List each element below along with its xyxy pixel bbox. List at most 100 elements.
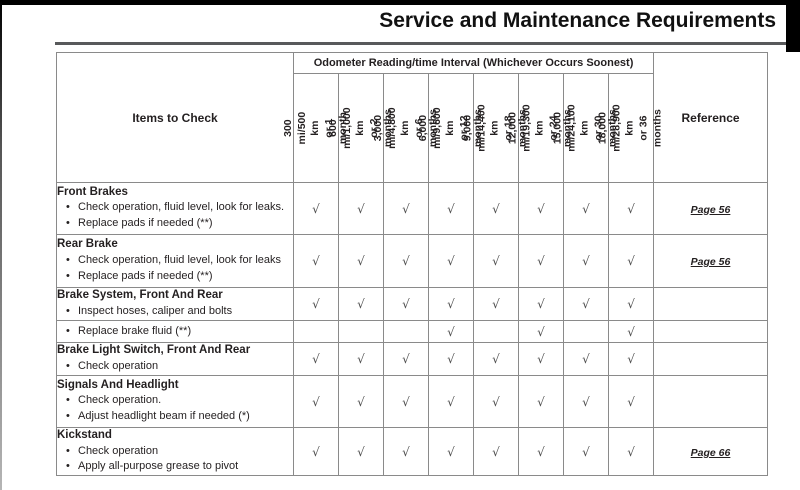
check-cell: √ [383,375,429,428]
check-cell: √ [473,287,519,321]
check-cell: √ [518,320,564,343]
check-cell: √ [518,287,564,321]
check-cell: √ [428,342,474,376]
title-rule [55,42,786,45]
check-cell: √ [607,234,655,288]
row-title: Front Brakes [57,185,128,198]
bullet-icon [66,304,78,320]
check-cell: √ [428,287,474,321]
reference-header: Reference [653,52,768,183]
reference-cell: Page 56 [653,182,768,235]
check-cell: √ [607,320,655,343]
bullet-icon [66,253,78,269]
bullet-item: Inspect hoses, caliper and bolts [57,304,293,320]
check-cell: √ [383,234,429,288]
interval-column-header: 300 mi/500 km or 1 month [282,73,348,183]
check-cell: √ [473,375,519,428]
check-cell: √ [293,182,339,235]
check-cell: √ [383,426,429,477]
check-cell: √ [518,342,564,376]
bullet-item: Replace pads if needed (**) [57,216,293,232]
bullet-item: Adjust headlight beam if needed (*) [57,409,293,425]
bullet-item: Replace brake fluid (**) [57,324,293,340]
check-cell: √ [383,182,429,235]
scan-corner-edge [786,0,800,52]
table-row-brake-light-switch: Brake Light Switch, Front And Rear Check… [56,342,768,376]
interval-column-header: 15,000 mi/24,100 km or 30 months [552,73,618,183]
row-title: Kickstand [57,429,112,441]
reference-cell [653,342,768,376]
check-cell: √ [428,182,474,235]
items-to-check-header: Items to Check [56,52,294,183]
maintenance-table: Items to Check Odometer Reading/time Int… [56,52,768,477]
bullet-icon [66,200,78,216]
check-cell: √ [338,182,384,235]
check-cell: √ [518,426,564,477]
bullet-item: Apply all-purpose grease to pivot [57,459,293,475]
bullet-icon [66,393,78,409]
check-cell [383,320,429,343]
bullet-icon [66,269,78,285]
check-cell: √ [563,287,609,321]
bullet-item: Check operation, fluid level, look for l… [57,253,293,269]
bullet-icon [66,324,78,340]
check-cell: √ [518,234,564,288]
page-title: Service and Maintenance Requirements [379,9,776,32]
bullet-item: Check operation [57,444,293,460]
bullet-item: Check operation, fluid level, look for l… [57,200,293,216]
check-cell: √ [473,426,519,477]
check-cell: √ [293,426,339,477]
check-cell: √ [563,182,609,235]
check-cell: √ [473,234,519,288]
reference-link[interactable]: Page 56 [690,256,731,268]
check-cell: √ [338,375,384,428]
reference-cell: Page 66 [653,426,768,477]
check-cell: √ [338,234,384,288]
table-row-signals-headlight: Signals And Headlight Check operation. A… [56,375,768,428]
reference-cell [653,287,768,321]
check-cell [473,320,519,343]
bullet-icon [66,409,78,425]
check-cell: √ [563,426,609,477]
row-title: Brake System, Front And Rear [57,289,223,302]
check-cell: √ [473,342,519,376]
bullet-icon [66,216,78,232]
table-row-brake-system: Brake System, Front And Rear Inspect hos… [56,287,768,321]
bullet-icon [66,459,78,475]
interval-column-header: 18,000 mi/28,900 km or 36 months [597,73,663,183]
row-title: Brake Light Switch, Front And Rear [57,344,251,357]
interval-column-header: 12,000 mi/19,300 km or 24 months [507,73,573,183]
check-cell: √ [338,426,384,477]
check-cell: √ [428,426,474,477]
check-cell: √ [383,287,429,321]
reference-link[interactable]: Page 56 [690,203,731,216]
check-cell [338,320,384,343]
check-cell: √ [428,375,474,428]
check-cell: √ [607,426,655,477]
check-cell: √ [293,234,339,288]
table-row-front-brakes: Front Brakes Check operation, fluid leve… [56,182,768,235]
check-cell [293,320,339,343]
interval-column-header: 3,000 mi/4,800 km or 6 months [372,73,438,183]
bullet-icon [66,359,78,375]
check-cell: √ [293,375,339,428]
check-cell: √ [293,287,339,321]
table-row-rear-brake: Rear Brake Check operation, fluid level,… [56,234,768,288]
bullet-item: Check operation [57,359,293,375]
check-cell: √ [428,320,474,343]
check-cell: √ [338,342,384,376]
interval-column-header: 9,000 mi/14,400 km or 18 months [462,73,528,183]
check-cell: √ [518,375,564,428]
check-cell: √ [428,234,474,288]
reference-link[interactable]: Page 66 [690,446,731,459]
interval-group-header: Odometer Reading/time Interval (Whicheve… [292,52,655,74]
reference-cell: Page 56 [653,234,768,288]
scan-left-edge [0,0,2,490]
check-cell: √ [607,375,655,428]
check-cell: √ [293,342,339,376]
check-cell: √ [383,342,429,376]
reference-cell [653,375,768,428]
row-title: Signals And Headlight [57,378,179,391]
reference-cell [653,320,768,343]
check-cell [563,320,609,343]
